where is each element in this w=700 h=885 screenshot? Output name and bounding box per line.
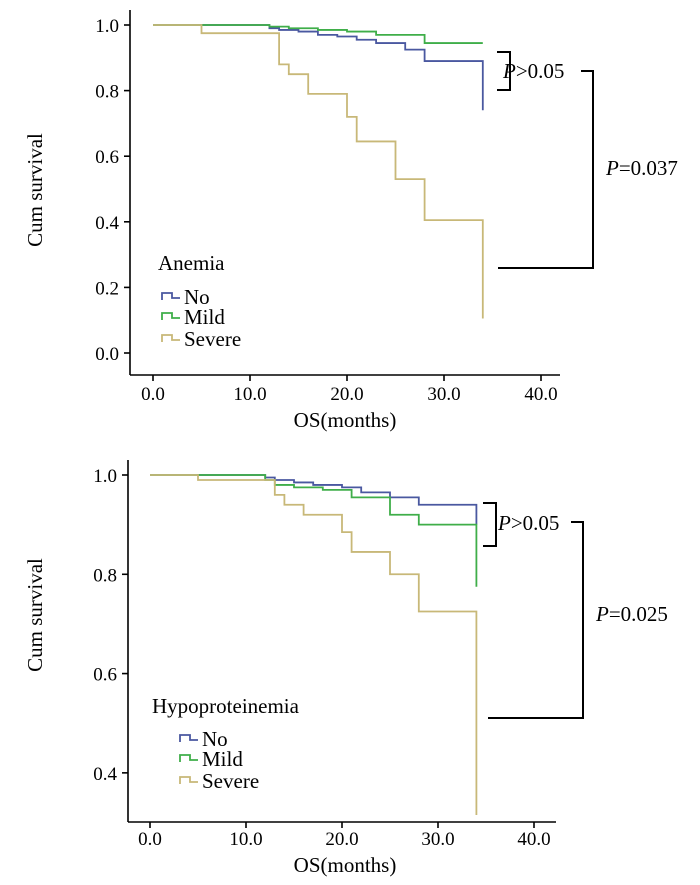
survival-curve-no — [153, 24, 484, 111]
x-tick-label: 30.0 — [421, 829, 454, 850]
x-tick-label: 30.0 — [427, 384, 460, 405]
legend-swatch-mild — [161, 312, 180, 320]
p-italic: P — [595, 602, 609, 626]
survival-curve-severe — [153, 24, 484, 319]
p-value-outer: P=0.025 — [595, 602, 668, 626]
legend-label-mild: Mild — [184, 305, 225, 329]
legend-label-no: No — [184, 285, 210, 309]
x-tick-label: 10.0 — [233, 384, 266, 405]
x-tick-label: 20.0 — [325, 829, 358, 850]
survival-curve-severe — [150, 474, 478, 816]
x-tick-label: 40.0 — [524, 384, 557, 405]
survival-curve-mild — [153, 24, 483, 44]
x-tick-label: 40.0 — [517, 829, 550, 850]
y-tick-label: 0.4 — [95, 213, 119, 234]
p-value-outer: P=0.037 — [605, 156, 678, 180]
p-italic: P — [497, 511, 511, 535]
legend-swatch-no — [161, 292, 180, 300]
legend-swatch-severe — [161, 334, 180, 342]
p-italic: P — [605, 156, 619, 180]
survival-curve-no — [150, 474, 478, 525]
p-italic: P — [502, 59, 516, 83]
x-tick-label: 0.0 — [138, 829, 162, 850]
legend-label-no: No — [202, 727, 228, 751]
p-rest: >0.05 — [516, 59, 565, 83]
bracket-inner — [483, 502, 497, 547]
y-tick-label: 0.8 — [95, 82, 119, 103]
y-tick-label: 0.2 — [95, 278, 119, 299]
legend-title: Hypoproteinemia — [152, 694, 300, 718]
y-tick-label: 0.8 — [93, 565, 117, 586]
p-rest: =0.037 — [619, 156, 678, 180]
y-axis-label: Cum survival — [23, 558, 47, 672]
bracket-outer — [488, 521, 584, 719]
x-tick-label: 0.0 — [141, 384, 165, 405]
x-axis-label: OS(months) — [294, 408, 397, 432]
legend-swatch-severe — [179, 776, 198, 784]
bracket-inner — [497, 51, 511, 91]
legend-label-mild: Mild — [202, 747, 243, 771]
bracket-outer — [498, 70, 594, 269]
legend-title: Anemia — [158, 251, 225, 275]
legend-label-severe: Severe — [184, 327, 241, 351]
y-tick-label: 0.4 — [93, 764, 117, 785]
y-tick-label: 1.0 — [93, 466, 117, 487]
km-panel-2: 0.0 10.0 20.0 30.0 40.0 0.4 0.6 0.8 1.0 OS(months… — [23, 460, 668, 877]
y-axis-label: Cum survival — [23, 133, 47, 247]
x-tick-label: 10.0 — [229, 829, 262, 850]
p-rest: =0.025 — [609, 602, 668, 626]
y-tick-label: 0.0 — [95, 344, 119, 365]
x-axis-label: OS(months) — [294, 853, 397, 877]
km-panel-1: 0.0 10.0 20.0 30.0 40.0 0.0 0.2 0.4 0.6 0.8 1.0 OS(… — [23, 10, 678, 432]
legend-swatch-no — [179, 734, 198, 742]
x-tick-label: 20.0 — [330, 384, 363, 405]
legend-label-severe: Severe — [202, 769, 259, 793]
p-rest: >0.05 — [511, 511, 560, 535]
survival-curve-mild — [150, 474, 478, 587]
y-tick-label: 1.0 — [95, 16, 119, 37]
p-value-inner: P>0.05 — [502, 59, 564, 83]
legend-swatch-mild — [179, 754, 198, 762]
y-tick-label: 0.6 — [93, 665, 117, 686]
p-value-inner: P>0.05 — [497, 511, 559, 535]
y-tick-label: 0.6 — [95, 147, 119, 168]
